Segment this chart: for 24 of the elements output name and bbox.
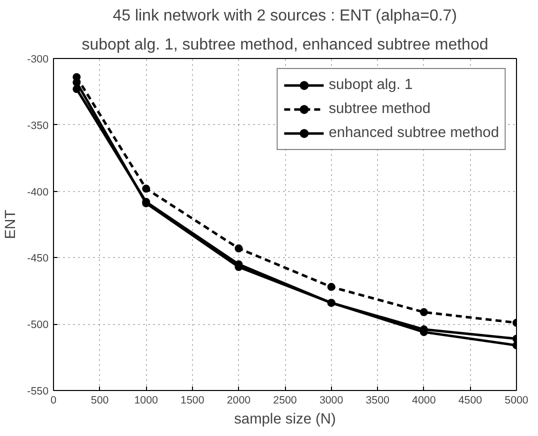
y-tick-label: -350 (27, 120, 49, 132)
y-tick-label: -450 (27, 252, 49, 265)
y-tick-label: -400 (27, 186, 49, 198)
x-tick-label: 1000 (134, 394, 158, 406)
x-tick-label: 3000 (319, 394, 344, 406)
chart-title: 45 link network with 2 sources : ENT (alpha=0.7) (112, 8, 458, 24)
y-tick-label: -550 (27, 386, 49, 398)
x-axis-title: sample size (N) (234, 412, 336, 428)
legend-label: subopt alg. 1 (328, 77, 413, 93)
y-tick-label: -300 (27, 54, 49, 66)
y-axis-title: ENT (3, 210, 20, 240)
x-tick-label: 500 (90, 394, 109, 406)
legend-label: subtree method (328, 101, 431, 117)
x-tick-label: 4500 (458, 394, 482, 406)
x-tick-label: 4000 (412, 394, 436, 406)
x-tick-label: 0 (50, 394, 57, 406)
x-tick-label: 1500 (180, 394, 204, 406)
chart-subtitle: subopt alg. 1, subtree method, enhanced subtree method (82, 36, 488, 54)
x-tick-label: 2000 (226, 394, 251, 406)
x-tick-label: 5000 (504, 394, 528, 406)
y-tick-label: -500 (27, 319, 49, 332)
x-tick-label: 2500 (273, 394, 297, 406)
legend-label: enhanced subtree method (328, 125, 499, 141)
x-tick-label: 3500 (366, 394, 390, 406)
